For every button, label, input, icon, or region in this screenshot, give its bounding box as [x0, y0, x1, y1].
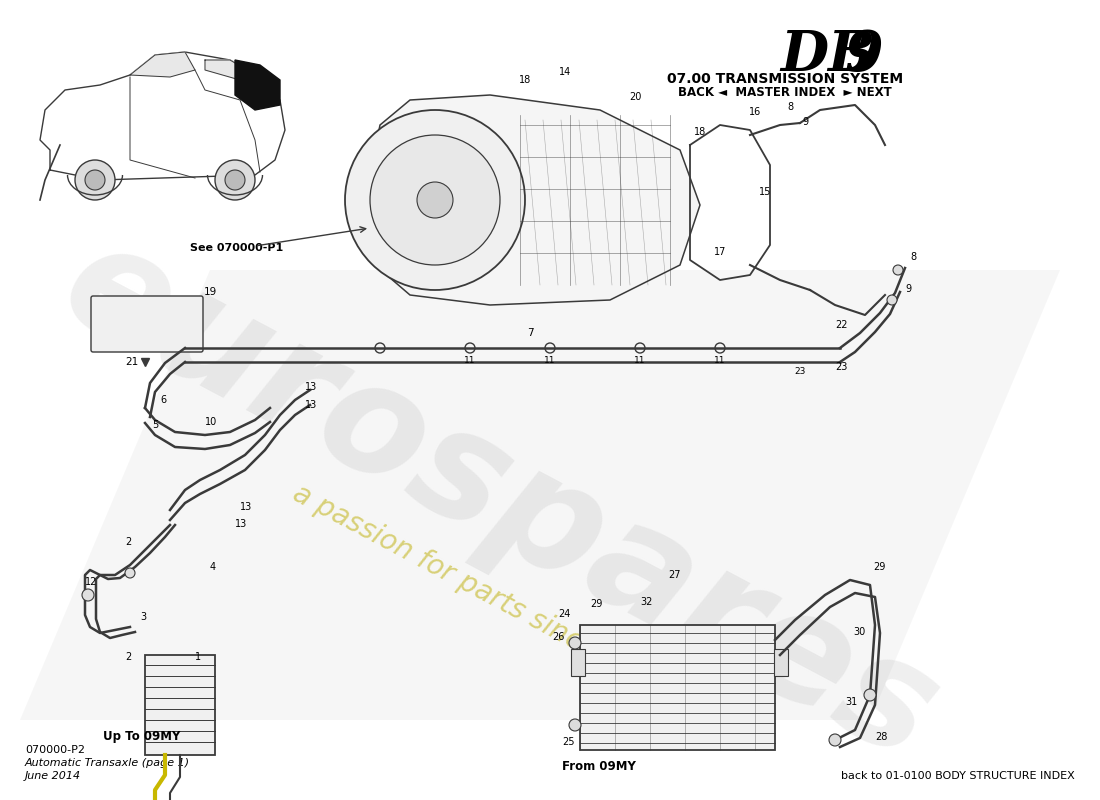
Text: 13: 13: [305, 382, 317, 392]
Text: 32: 32: [640, 597, 652, 607]
Text: 19: 19: [204, 287, 218, 297]
Text: 20: 20: [629, 92, 641, 102]
Text: 11: 11: [464, 356, 475, 365]
Text: From 09MY: From 09MY: [562, 760, 636, 773]
Circle shape: [887, 295, 896, 305]
Text: 23: 23: [794, 367, 805, 376]
Text: 070000-P2: 070000-P2: [25, 745, 85, 755]
Text: 11: 11: [635, 356, 646, 365]
Text: 23: 23: [835, 362, 847, 372]
Circle shape: [864, 689, 876, 701]
Circle shape: [893, 265, 903, 275]
Text: BACK ◄  MASTER INDEX  ► NEXT: BACK ◄ MASTER INDEX ► NEXT: [678, 86, 892, 99]
Text: 13: 13: [235, 519, 248, 529]
Text: 5: 5: [152, 420, 158, 430]
Polygon shape: [20, 270, 1060, 720]
Circle shape: [214, 160, 255, 200]
FancyBboxPatch shape: [580, 625, 776, 750]
Circle shape: [370, 135, 500, 265]
Circle shape: [226, 170, 245, 190]
Text: Up To 09MY: Up To 09MY: [103, 730, 180, 743]
Text: 07.00 TRANSMISSION SYSTEM: 07.00 TRANSMISSION SYSTEM: [667, 72, 903, 86]
FancyBboxPatch shape: [774, 649, 788, 676]
Polygon shape: [205, 60, 255, 80]
Text: 25: 25: [562, 737, 574, 747]
Text: 26: 26: [552, 632, 564, 642]
Text: 10: 10: [205, 417, 218, 427]
Text: 29: 29: [873, 562, 886, 572]
Text: 8: 8: [786, 102, 793, 112]
Text: 14: 14: [559, 67, 571, 77]
Text: 18: 18: [694, 127, 706, 137]
Polygon shape: [370, 95, 700, 305]
Polygon shape: [130, 52, 195, 77]
Text: 12: 12: [85, 577, 98, 587]
Text: 15: 15: [759, 187, 771, 197]
Text: back to 01-0100 BODY STRUCTURE INDEX: back to 01-0100 BODY STRUCTURE INDEX: [842, 771, 1075, 781]
Circle shape: [125, 568, 135, 578]
Text: 1: 1: [195, 652, 201, 662]
Text: Automatic Transaxle (page 1): Automatic Transaxle (page 1): [25, 758, 190, 768]
Text: 11: 11: [544, 356, 556, 365]
Text: 30: 30: [852, 627, 866, 637]
Text: 22: 22: [835, 320, 847, 330]
Text: 13: 13: [305, 400, 317, 410]
Text: 11: 11: [714, 356, 726, 365]
Text: See 070000-P1: See 070000-P1: [190, 243, 284, 253]
Text: 13: 13: [240, 502, 252, 512]
Text: 31: 31: [845, 697, 857, 707]
Text: 29: 29: [590, 599, 603, 609]
Circle shape: [82, 589, 94, 601]
Text: 8: 8: [910, 252, 916, 262]
FancyBboxPatch shape: [91, 296, 204, 352]
Text: 6: 6: [160, 395, 166, 405]
FancyBboxPatch shape: [571, 649, 585, 676]
Text: 9: 9: [845, 28, 883, 83]
FancyBboxPatch shape: [145, 655, 214, 755]
Text: 18: 18: [519, 75, 531, 85]
Text: 7: 7: [527, 328, 534, 338]
Text: a passion for parts since 1985: a passion for parts since 1985: [288, 479, 672, 701]
Text: 2: 2: [125, 652, 131, 662]
Circle shape: [85, 170, 104, 190]
Text: 4: 4: [210, 562, 216, 572]
Text: 28: 28: [874, 732, 888, 742]
Text: DB: DB: [780, 28, 874, 83]
Text: 16: 16: [749, 107, 761, 117]
Polygon shape: [235, 60, 280, 110]
Circle shape: [75, 160, 116, 200]
Text: 17: 17: [714, 247, 726, 257]
Circle shape: [829, 734, 842, 746]
Circle shape: [417, 182, 453, 218]
Circle shape: [345, 110, 525, 290]
Circle shape: [569, 719, 581, 731]
Text: 24: 24: [558, 609, 571, 619]
Text: 9: 9: [905, 284, 911, 294]
Circle shape: [569, 637, 581, 649]
Text: 21: 21: [125, 357, 139, 367]
Text: 9: 9: [802, 117, 808, 127]
Text: 2: 2: [125, 537, 131, 547]
Polygon shape: [40, 52, 285, 180]
Text: eurospares: eurospares: [39, 207, 961, 793]
Text: June 2014: June 2014: [25, 771, 81, 781]
Text: 27: 27: [668, 570, 681, 580]
Text: 3: 3: [140, 612, 146, 622]
